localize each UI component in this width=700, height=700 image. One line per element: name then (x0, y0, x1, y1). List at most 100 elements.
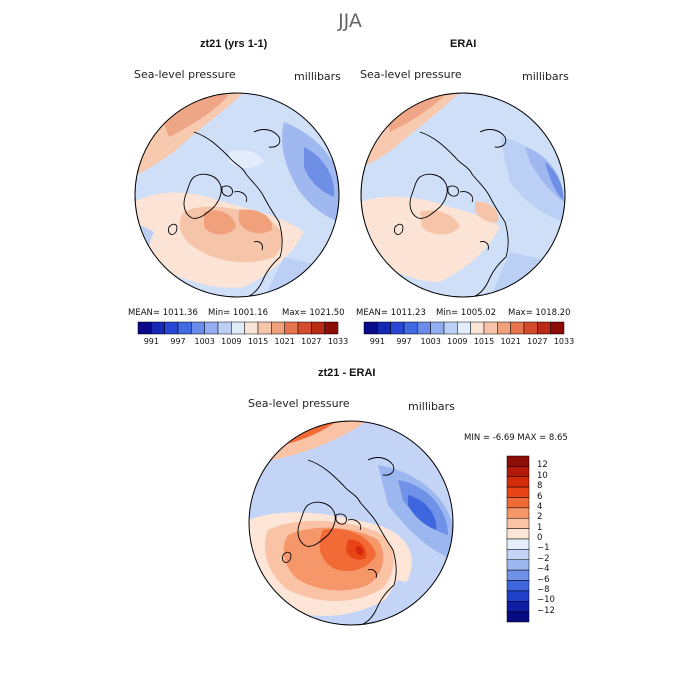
colorbar-diff-swatch (506, 601, 530, 612)
colorbar-diff-tick-label: −6 (537, 574, 550, 585)
colorbar-model-swatch (204, 321, 219, 335)
colorbar-obs-tick-label: 1021 (500, 337, 521, 346)
colorbar-diff-swatch (506, 549, 530, 560)
colorbar-obs-swatch (497, 321, 511, 335)
stat-minmax-diff: MIN = -6.69 MAX = 8.65 (464, 433, 568, 443)
colorbar-diff-swatch (506, 580, 530, 592)
colorbar-obs-swatch (443, 321, 458, 335)
colorbar-diff-tick-label: 6 (537, 491, 543, 502)
colorbar-obs-swatch (483, 321, 498, 335)
colorbar-diff-swatch (506, 476, 530, 488)
colorbar-model-tick-label: 1009 (221, 337, 242, 346)
colorbar-obs-tick-label: 997 (396, 337, 412, 346)
colorbar-labels-model: 991 997 1003 1009 1015 1021 1027 1033 (138, 337, 348, 349)
colorbar-model-tick-label: 997 (170, 337, 186, 346)
colorbar-diff-tick-label: 8 (537, 481, 543, 492)
colorbar-model-swatch (244, 321, 259, 335)
colorbar-model-tick-label: 1021 (274, 337, 295, 346)
units-label-diff: millibars (408, 400, 455, 413)
colorbar-obs-tick-label: 1015 (473, 337, 495, 346)
polar-map-diff (248, 420, 454, 626)
stat-min-obs: Min= 1005.02 (436, 308, 497, 318)
stat-max-obs: Max= 1018.20 (508, 308, 571, 318)
variable-label-model: Sea-level pressure (134, 68, 236, 81)
colorbar-diff-tick-label: 10 (537, 470, 548, 481)
colorbar-diff-swatch (506, 486, 530, 498)
colorbar-model (137, 321, 339, 335)
colorbar-diff (506, 455, 530, 623)
colorbar-model-swatch (151, 321, 165, 335)
colorbar-obs-swatch (550, 321, 565, 335)
colorbar-model-swatch (137, 321, 152, 335)
units-label-obs: millibars (522, 70, 569, 83)
variable-label-obs: Sea-level pressure (360, 68, 462, 81)
stat-mean-obs: MEAN= 1011.23 (356, 308, 426, 318)
colorbar-diff-tick-label: −12 (537, 605, 555, 616)
colorbar-diff-swatch (506, 559, 530, 571)
colorbar-diff-tick-label: −4 (537, 564, 550, 575)
units-label-model: millibars (294, 70, 341, 83)
colorbar-model-tick-label: 991 (143, 337, 159, 346)
colorbar-model-swatch (297, 321, 312, 335)
colorbar-labels-obs: 991 997 1003 1009 1015 1021 1027 1033 (364, 337, 574, 349)
colorbar-model-swatch (311, 321, 325, 335)
colorbar-obs-swatch (377, 321, 391, 335)
colorbar-model-swatch (177, 321, 192, 335)
colorbar-model-tick-label: 1003 (194, 337, 215, 346)
colorbar-model-tick-label: 1033 (327, 337, 349, 346)
panel-title-obs: ERAI (450, 38, 477, 50)
colorbar-model-swatch (324, 321, 339, 335)
colorbar-diff-tick-label: −10 (537, 595, 555, 606)
stat-min-model: Min= 1001.16 (208, 308, 269, 318)
colorbar-labels-diff: 12 10 8 6 4 2 1 0 −1 −2 −4 −6 −8 −10 −12 (537, 456, 567, 622)
colorbar-model-tick-label: 1015 (247, 337, 269, 346)
colorbar-obs-tick-label: 1003 (420, 337, 441, 346)
colorbar-model-swatch (284, 321, 299, 335)
colorbar-model-tick-label: 1027 (301, 337, 322, 346)
colorbar-obs-tick-label: 1009 (447, 337, 468, 346)
colorbar-obs-swatch (457, 321, 471, 335)
polar-map-obs (360, 92, 566, 298)
colorbar-obs-swatch (363, 321, 378, 335)
panel-title-model: zt21 (yrs 1-1) (200, 38, 268, 50)
colorbar-obs-swatch (417, 321, 431, 335)
colorbar-obs-tick-label: 991 (369, 337, 385, 346)
colorbar-diff-swatch (506, 590, 530, 602)
colorbar-model-swatch (191, 321, 205, 335)
colorbar-diff-swatch (506, 507, 530, 519)
colorbar-obs-swatch (537, 321, 551, 335)
colorbar-diff-swatch (506, 528, 530, 540)
colorbar-diff-swatch (506, 518, 530, 529)
variable-label-diff: Sea-level pressure (248, 397, 350, 410)
colorbar-diff-swatch (506, 466, 530, 477)
colorbar-diff-tick-label: −1 (537, 543, 550, 554)
colorbar-diff-tick-label: −8 (537, 584, 550, 595)
colorbar-obs-tick-label: 1027 (527, 337, 548, 346)
colorbar-diff-swatch (506, 497, 530, 509)
polar-map-model (134, 92, 340, 298)
stat-mean-model: MEAN= 1011.36 (128, 308, 198, 318)
page-title: JJA (338, 10, 362, 32)
colorbar-obs-swatch (510, 321, 525, 335)
colorbar-model-swatch (164, 321, 179, 335)
colorbar-obs-tick-label: 1033 (553, 337, 575, 346)
panel-title-diff: zt21 - ERAI (318, 367, 376, 379)
colorbar-diff-swatch (506, 569, 530, 581)
colorbar-model-swatch (217, 321, 232, 335)
colorbar-obs (363, 321, 565, 335)
colorbar-diff-tick-label: 12 (537, 460, 548, 471)
colorbar-model-swatch (257, 321, 272, 335)
colorbar-model-swatch (231, 321, 245, 335)
colorbar-model-swatch (271, 321, 285, 335)
colorbar-diff-tick-label: 4 (537, 501, 543, 512)
colorbar-diff-tick-label: 2 (537, 512, 543, 523)
colorbar-diff-swatch (506, 455, 530, 467)
stat-max-model: Max= 1021.50 (282, 308, 345, 318)
colorbar-obs-swatch (470, 321, 485, 335)
colorbar-diff-swatch (506, 538, 530, 550)
colorbar-diff-swatch (506, 611, 530, 623)
colorbar-obs-swatch (523, 321, 538, 335)
colorbar-obs-swatch (390, 321, 405, 335)
colorbar-obs-swatch (430, 321, 445, 335)
colorbar-diff-tick-label: 1 (537, 522, 543, 533)
